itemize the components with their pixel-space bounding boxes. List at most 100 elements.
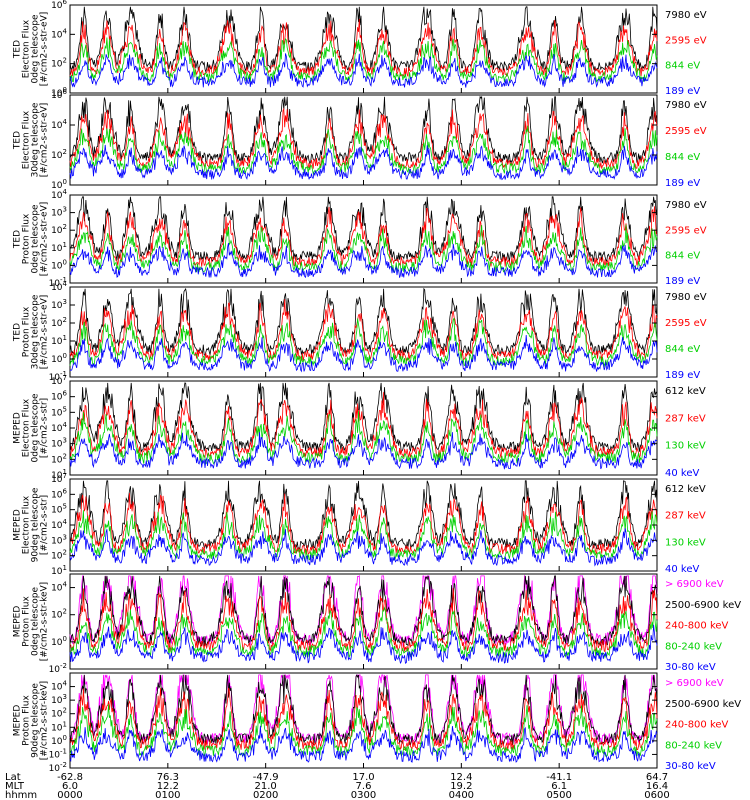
y-tick-label: 103 [51,693,67,706]
y-tick-label: 101 [51,334,67,347]
y-axis-label: TEDElectron Flux30deg telescope[#/cm2-s-… [13,102,50,177]
y-tick-label: 102 [51,57,67,70]
series-1 [69,480,658,550]
y-tick-label: 105 [51,405,67,418]
series-3 [69,510,658,561]
x-tick-label: 64.7 [646,772,668,783]
x-axis-group: Lat -62.8 76.3 -47.9 17.0 12.4 -41.1 64.7 MLT 6.0… [5,772,670,800]
x-tick-label: 17.0 [352,772,374,783]
series-2 [69,18,658,78]
legend-entry: 240-800 keV [665,720,729,731]
series-4 [69,144,658,181]
legend-entry: 2595 eV [665,35,707,46]
legend-entry: 7980 eV [665,100,707,111]
y-tick-label: 106 [51,487,67,500]
series-1 [69,6,658,74]
y-axis-label: TEDProton Flux30deg telescope[#/cm2-s-st… [13,294,50,369]
y-tick-label: 103 [51,437,67,450]
legend-entry: 2595 eV [665,126,707,137]
y-tick-label: 100 [51,352,67,365]
series-5 [69,725,658,763]
y-tick-label: 101 [51,241,67,254]
legend-entry: 189 eV [665,86,700,97]
y-tick-label: 106 [51,390,67,403]
y-tick-label: 100 [51,258,67,271]
x-tick-label: 76.3 [157,772,179,783]
y-axis-label: MEPEDProton Flux0deg telescope[#/cm2-s-s… [13,582,50,661]
x-tick-label: 0200 [253,790,278,800]
y-tick-label: 107 [51,374,67,387]
series-3 [69,410,658,465]
series-2 [69,492,658,555]
x-tick-label: 0100 [155,790,180,800]
y-tick-label: 101 [51,468,67,481]
series-3 [69,125,658,176]
series-4 [69,242,658,279]
series-1 [69,196,658,263]
legend-entry: 80-240 keV [665,740,722,751]
x-tick-label: 0500 [546,790,571,800]
y-axis-label: MEPEDElectron Flux0deg telescope[#/cm2-s… [13,393,50,463]
legend-entry: 287 keV [665,511,706,522]
x-tick-label: -47.9 [253,772,279,783]
x-tick-label: 12.4 [450,772,472,783]
legend-entry: 189 eV [665,370,700,381]
y-tick-label: 102 [51,452,67,465]
series-1 [69,382,658,453]
x-tick-label: 0600 [644,790,669,800]
y-tick-label: 104 [51,680,67,693]
legend-entry: 130 keV [665,537,706,548]
series-3 [69,317,658,368]
y-axis-label: MEPEDProton Flux90deg telescope[#/cm2-s-… [13,681,50,760]
y-tick-label: 103 [51,206,67,219]
series-2 [69,299,658,362]
series-4 [69,528,658,567]
series-1 [69,674,658,746]
x-tick-label: 0000 [57,790,82,800]
y-tick-label: 104 [51,421,67,434]
y-tick-label: 107 [51,472,67,485]
x-tick-label: 19.2 [450,781,472,792]
legend-entry: > 6900 keV [665,678,724,689]
x-tick-label: 6.0 [62,781,78,792]
x-tick-label: 6.1 [551,781,567,792]
y-tick-label: 103 [51,298,67,311]
legend-entry: 2500-6900 keV [665,699,741,710]
series-2 [69,392,658,459]
y-tick-label: 104 [51,27,67,40]
legend-entry: 287 keV [665,413,706,424]
x-tick-label: 0300 [351,790,376,800]
legend-entry: 130 keV [665,441,706,452]
x-tick-label: 16.4 [646,781,668,792]
legend-entry: 30-80 keV [665,761,716,772]
legend-entry: 189 eV [665,276,700,287]
y-tick-label: 100 [51,178,67,191]
legend-entry: 40 keV [665,468,699,479]
legend-entry: 612 keV [665,484,706,495]
y-tick-label: 103 [51,533,67,546]
series-1 [69,95,658,165]
series-5 [69,624,658,664]
legend-entry: 844 eV [665,344,700,355]
y-tick-label: 104 [51,280,67,293]
legend-entry: 2595 eV [665,225,707,236]
series-3 [69,588,658,653]
series-2 [69,206,658,268]
legend-entry: 844 eV [665,251,700,262]
y-tick-label: 105 [51,503,67,516]
x-tick-label: 7.6 [356,781,372,792]
legend-entry: 240-800 keV [665,621,729,632]
x-row-name: hhmm [5,790,37,800]
series-2 [69,674,658,746]
y-tick-label: 102 [51,549,67,562]
legend-entry: 30-80 keV [665,662,716,673]
legend-entry: 844 eV [665,152,700,163]
legend-entry: 7980 eV [665,200,707,211]
y-tick-label: 104 [51,118,67,131]
